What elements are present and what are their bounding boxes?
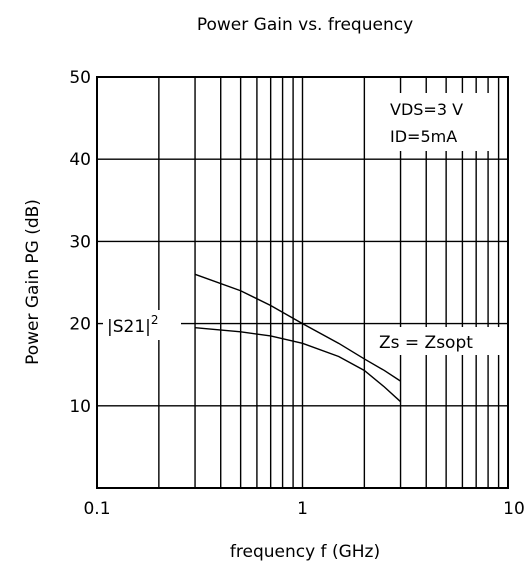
s21-label-text: |S21|2 <box>107 313 159 337</box>
conditions-box-background <box>386 93 494 151</box>
y-tick-labels: 10 20 30 40 50 <box>69 68 91 417</box>
y-tick-label: 40 <box>69 150 91 170</box>
x-tick-labels: 0.1 1 10 <box>83 499 524 519</box>
zsopt-label-text: Zs = Zsopt <box>379 333 473 353</box>
zsopt-label: Zs = Zsopt <box>375 327 503 355</box>
y-tick-label: 10 <box>69 397 91 417</box>
y-tick-label: 20 <box>69 315 91 335</box>
x-axis-label: frequency f (GHz) <box>230 542 380 562</box>
series-line-2 <box>194 327 402 403</box>
plot-frame <box>96 76 509 489</box>
conditions-box: VDS=3 V ID=5mA <box>386 93 494 151</box>
x-tick-label: 10 <box>503 499 525 519</box>
chart-title: Power Gain vs. frequency <box>197 15 413 35</box>
s21-label-background <box>103 310 181 340</box>
x-tick-label: 0.1 <box>83 499 110 519</box>
condition-id: ID=5mA <box>390 127 457 146</box>
y-tick-label: 50 <box>69 68 91 88</box>
s21-label-main: |S21| <box>107 317 151 337</box>
series-line-1 <box>194 273 401 382</box>
condition-vds: VDS=3 V <box>390 100 463 119</box>
s21-label-superscript: 2 <box>151 313 159 327</box>
zsopt-label-background <box>375 327 503 355</box>
y-tick-label: 30 <box>69 232 91 252</box>
series-layer <box>194 273 402 403</box>
s21-label: |S21|2 <box>103 310 181 340</box>
x-tick-label: 1 <box>297 499 308 519</box>
y-axis-label: Power Gain PG (dB) <box>23 199 43 365</box>
